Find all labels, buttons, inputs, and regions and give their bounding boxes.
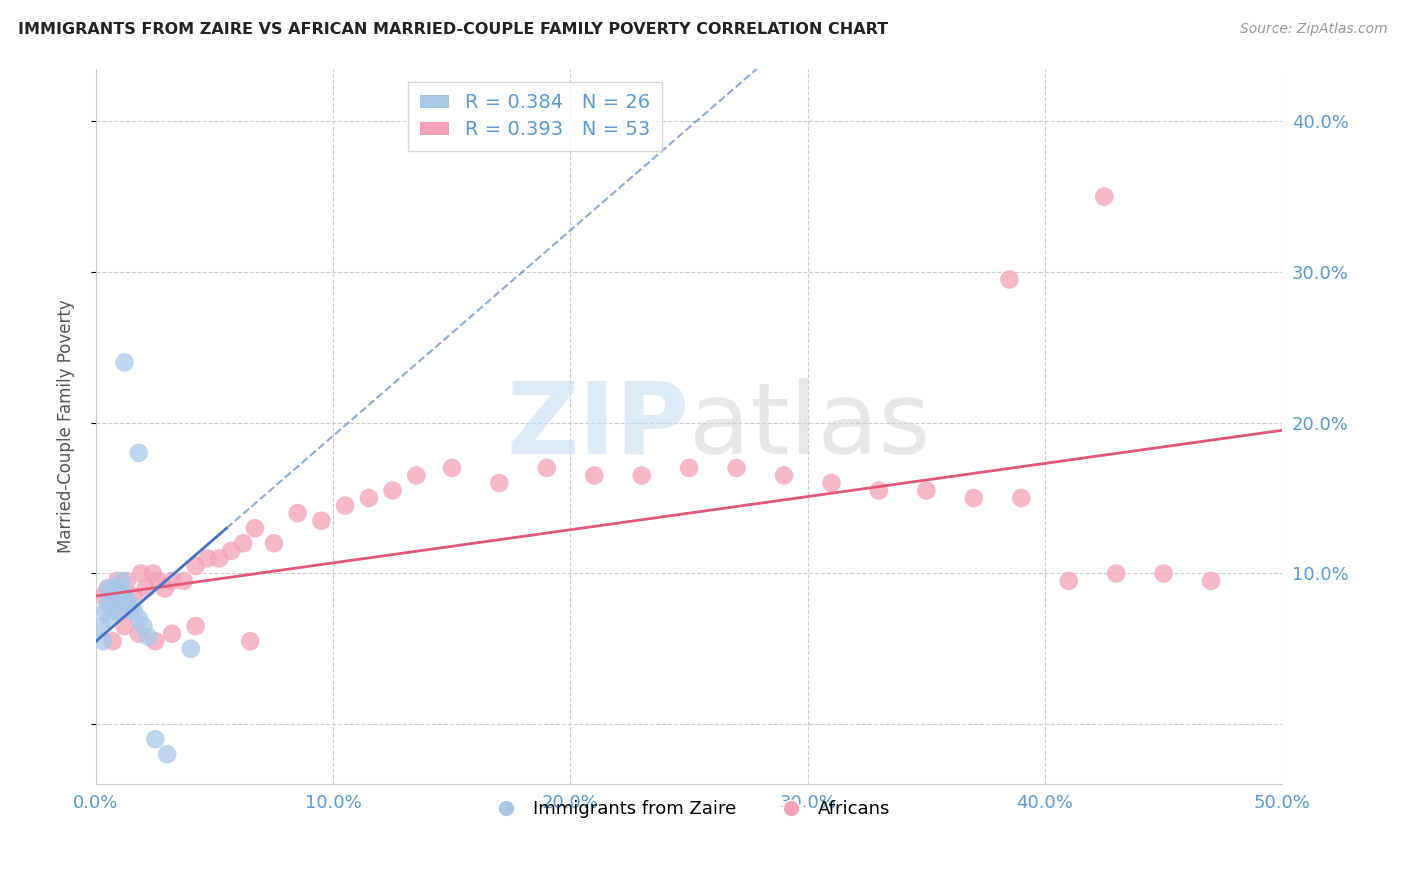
Point [153, 582, 176, 596]
Point [333, 499, 356, 513]
Point [146, 574, 169, 588]
Text: Source: ZipAtlas.com: Source: ZipAtlas.com [1240, 22, 1388, 37]
Point [915, 483, 938, 498]
Point [122, 604, 145, 618]
Point [128, 612, 150, 626]
Point [239, 634, 262, 648]
Point [173, 574, 195, 588]
Point [184, 558, 207, 573]
Point [101, 582, 124, 596]
Point [132, 619, 155, 633]
Point [136, 630, 159, 644]
Point [97, 582, 120, 596]
Point [180, 641, 202, 656]
Point [101, 634, 124, 648]
Point [142, 566, 165, 581]
Point [998, 272, 1021, 286]
Legend: Immigrants from Zaire, Africans: Immigrants from Zaire, Africans [481, 793, 897, 825]
Point [488, 475, 510, 490]
Point [94, 604, 117, 618]
Point [128, 626, 150, 640]
Point [868, 483, 890, 498]
Point [1153, 566, 1175, 581]
Text: IMMIGRANTS FROM ZAIRE VS AFRICAN MARRIED-COUPLE FAMILY POVERTY CORRELATION CHART: IMMIGRANTS FROM ZAIRE VS AFRICAN MARRIED… [18, 22, 889, 37]
Point [114, 619, 136, 633]
Point [263, 536, 285, 550]
Point [405, 468, 427, 483]
Point [121, 599, 143, 614]
Point [128, 446, 150, 460]
Point [111, 604, 134, 618]
Point [143, 634, 166, 648]
Point [118, 597, 141, 611]
Point [583, 468, 606, 483]
Point [232, 536, 254, 550]
Point [160, 574, 183, 588]
Point [98, 612, 121, 626]
Point [108, 597, 131, 611]
Point [97, 597, 120, 611]
Point [820, 475, 842, 490]
Point [105, 574, 128, 588]
Point [219, 544, 242, 558]
Y-axis label: Married-Couple Family Poverty: Married-Couple Family Poverty [58, 300, 75, 553]
Point [115, 574, 138, 588]
Point [1105, 566, 1128, 581]
Point [101, 597, 124, 611]
Point [440, 461, 463, 475]
Point [536, 461, 558, 475]
Point [105, 589, 128, 603]
Point [311, 514, 333, 528]
Point [197, 551, 219, 566]
Point [287, 506, 309, 520]
Point [1010, 491, 1032, 505]
Point [104, 604, 127, 618]
Point [115, 593, 138, 607]
Point [122, 589, 145, 603]
Text: ZIP: ZIP [506, 378, 689, 475]
Point [101, 597, 124, 611]
Point [143, 732, 166, 747]
Point [114, 589, 136, 603]
Point [381, 483, 404, 498]
Point [114, 355, 136, 369]
Point [1092, 189, 1115, 203]
Text: atlas: atlas [689, 378, 931, 475]
Point [129, 566, 152, 581]
Point [111, 574, 134, 588]
Point [243, 521, 266, 535]
Point [108, 582, 131, 596]
Point [160, 626, 183, 640]
Point [156, 747, 179, 762]
Point [91, 589, 114, 603]
Point [678, 461, 700, 475]
Point [1199, 574, 1222, 588]
Point [357, 491, 380, 505]
Point [91, 634, 114, 648]
Point [184, 619, 207, 633]
Point [90, 619, 112, 633]
Point [725, 461, 748, 475]
Point [1057, 574, 1080, 588]
Point [963, 491, 986, 505]
Point [135, 582, 157, 596]
Point [773, 468, 796, 483]
Point [630, 468, 652, 483]
Point [208, 551, 231, 566]
Point [97, 582, 120, 596]
